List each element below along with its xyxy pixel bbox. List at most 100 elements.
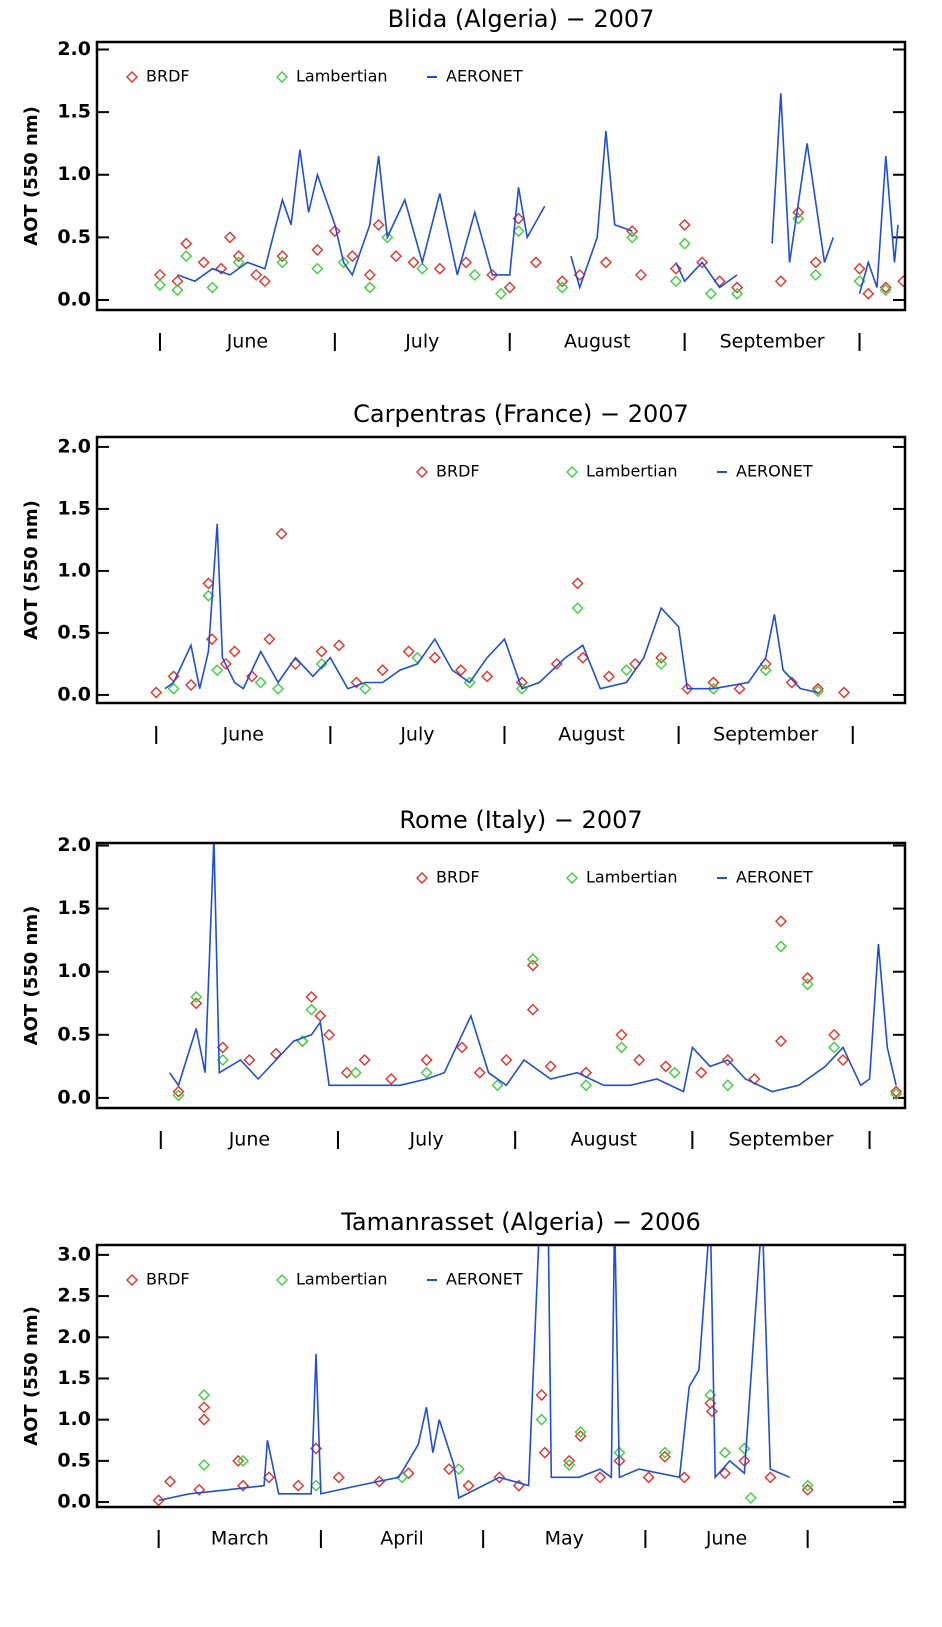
y-tick-label: 1.5 [57, 1367, 91, 1389]
y-axis-label: AOT (550 nm) [21, 906, 42, 1046]
marker [838, 686, 851, 699]
y-tick-label: 2.0 [57, 435, 91, 457]
panel: Rome (Italy) − 2007 AOT (550 nm) 0.0 0.5 1.0… [21, 806, 907, 1151]
marker [215, 262, 228, 275]
marker [721, 1079, 734, 1092]
legend-swatch [566, 466, 578, 478]
marker [681, 682, 694, 695]
marker [314, 1009, 327, 1022]
marker [333, 639, 346, 652]
chart-title: Carpentras (France) − 2007 [353, 400, 689, 428]
marker [563, 1458, 576, 1471]
plot-frame [95, 1243, 907, 1509]
marker [731, 287, 744, 300]
marker [576, 651, 589, 664]
legend-label: AERONET [736, 462, 813, 481]
y-tick-label: 2.5 [57, 1285, 91, 1307]
line [177, 93, 899, 294]
y-tick-label: 0.0 [57, 683, 91, 705]
marker [468, 268, 481, 281]
marker [809, 256, 822, 269]
marker [263, 633, 276, 646]
marker [512, 225, 525, 238]
legend-label: Lambertian [296, 1270, 388, 1289]
marker [460, 256, 473, 269]
marker [574, 1426, 587, 1439]
marker [349, 1066, 362, 1079]
marker [228, 645, 241, 658]
marker [718, 1467, 731, 1480]
x-tick-label: June [226, 331, 268, 353]
marker [164, 1475, 177, 1488]
marker [526, 953, 539, 966]
marker [190, 997, 203, 1010]
marker [897, 275, 905, 288]
marker [363, 281, 376, 294]
marker [633, 1054, 646, 1067]
marker [659, 1060, 672, 1073]
marker [655, 657, 668, 670]
marker [311, 243, 324, 256]
y-tick-label: 1.0 [57, 1408, 91, 1430]
marker [707, 682, 720, 695]
marker [707, 676, 720, 689]
marker [721, 1054, 734, 1067]
marker [276, 250, 289, 263]
y-tick-label: 0.5 [57, 621, 91, 643]
y-tick-label: 2.0 [57, 834, 91, 856]
marker [879, 283, 892, 296]
plot-area [150, 523, 851, 699]
x-tick-label: August [571, 1129, 638, 1151]
marker [481, 670, 494, 683]
panel: Blida (Algeria) − 2007 AOT (550 nm) 0.0 0.5… [21, 5, 907, 353]
y-tick-label: 2.0 [57, 1326, 91, 1348]
marker [759, 664, 772, 677]
marker [774, 1035, 787, 1048]
legend-label: Lambertian [296, 67, 388, 86]
marker [332, 1471, 345, 1484]
legend-swatch [416, 466, 428, 478]
y-tick-label: 1.5 [57, 897, 91, 919]
y-axis-label: AOT (550 nm) [21, 106, 42, 246]
marker [402, 1467, 415, 1480]
marker [171, 283, 184, 296]
marker [696, 256, 709, 269]
marker [828, 1028, 841, 1041]
marker [500, 1054, 513, 1067]
marker [219, 657, 232, 670]
marker [535, 1413, 548, 1426]
plot-area [153, 93, 905, 300]
y-tick-label: 1.0 [57, 960, 91, 982]
marker [626, 231, 639, 244]
marker [853, 262, 866, 275]
marker [358, 1054, 371, 1067]
chart-title: Blida (Algeria) − 2007 [388, 5, 655, 33]
marker [529, 256, 542, 269]
marker [473, 1066, 486, 1079]
marker [433, 262, 446, 275]
marker [407, 256, 420, 269]
marker [669, 275, 682, 288]
marker [705, 1405, 718, 1418]
marker [180, 237, 193, 250]
marker [262, 1471, 275, 1484]
marker [323, 1028, 336, 1041]
marker [456, 1041, 469, 1054]
marker [190, 990, 203, 1003]
y-tick-label: 3.0 [57, 1243, 91, 1265]
chart-title: Tamanrasset (Algeria) − 2006 [340, 1208, 701, 1236]
marker [809, 268, 822, 281]
marker [580, 1079, 593, 1092]
marker [811, 682, 824, 695]
marker [150, 686, 163, 699]
marker [658, 1446, 671, 1459]
marker [615, 1041, 628, 1054]
marker [731, 281, 744, 294]
marker [801, 1479, 814, 1492]
marker [167, 682, 180, 695]
y-tick-label: 0.5 [57, 1023, 91, 1045]
marker [269, 1047, 282, 1060]
plot-frame [95, 841, 907, 1110]
marker [655, 651, 668, 664]
